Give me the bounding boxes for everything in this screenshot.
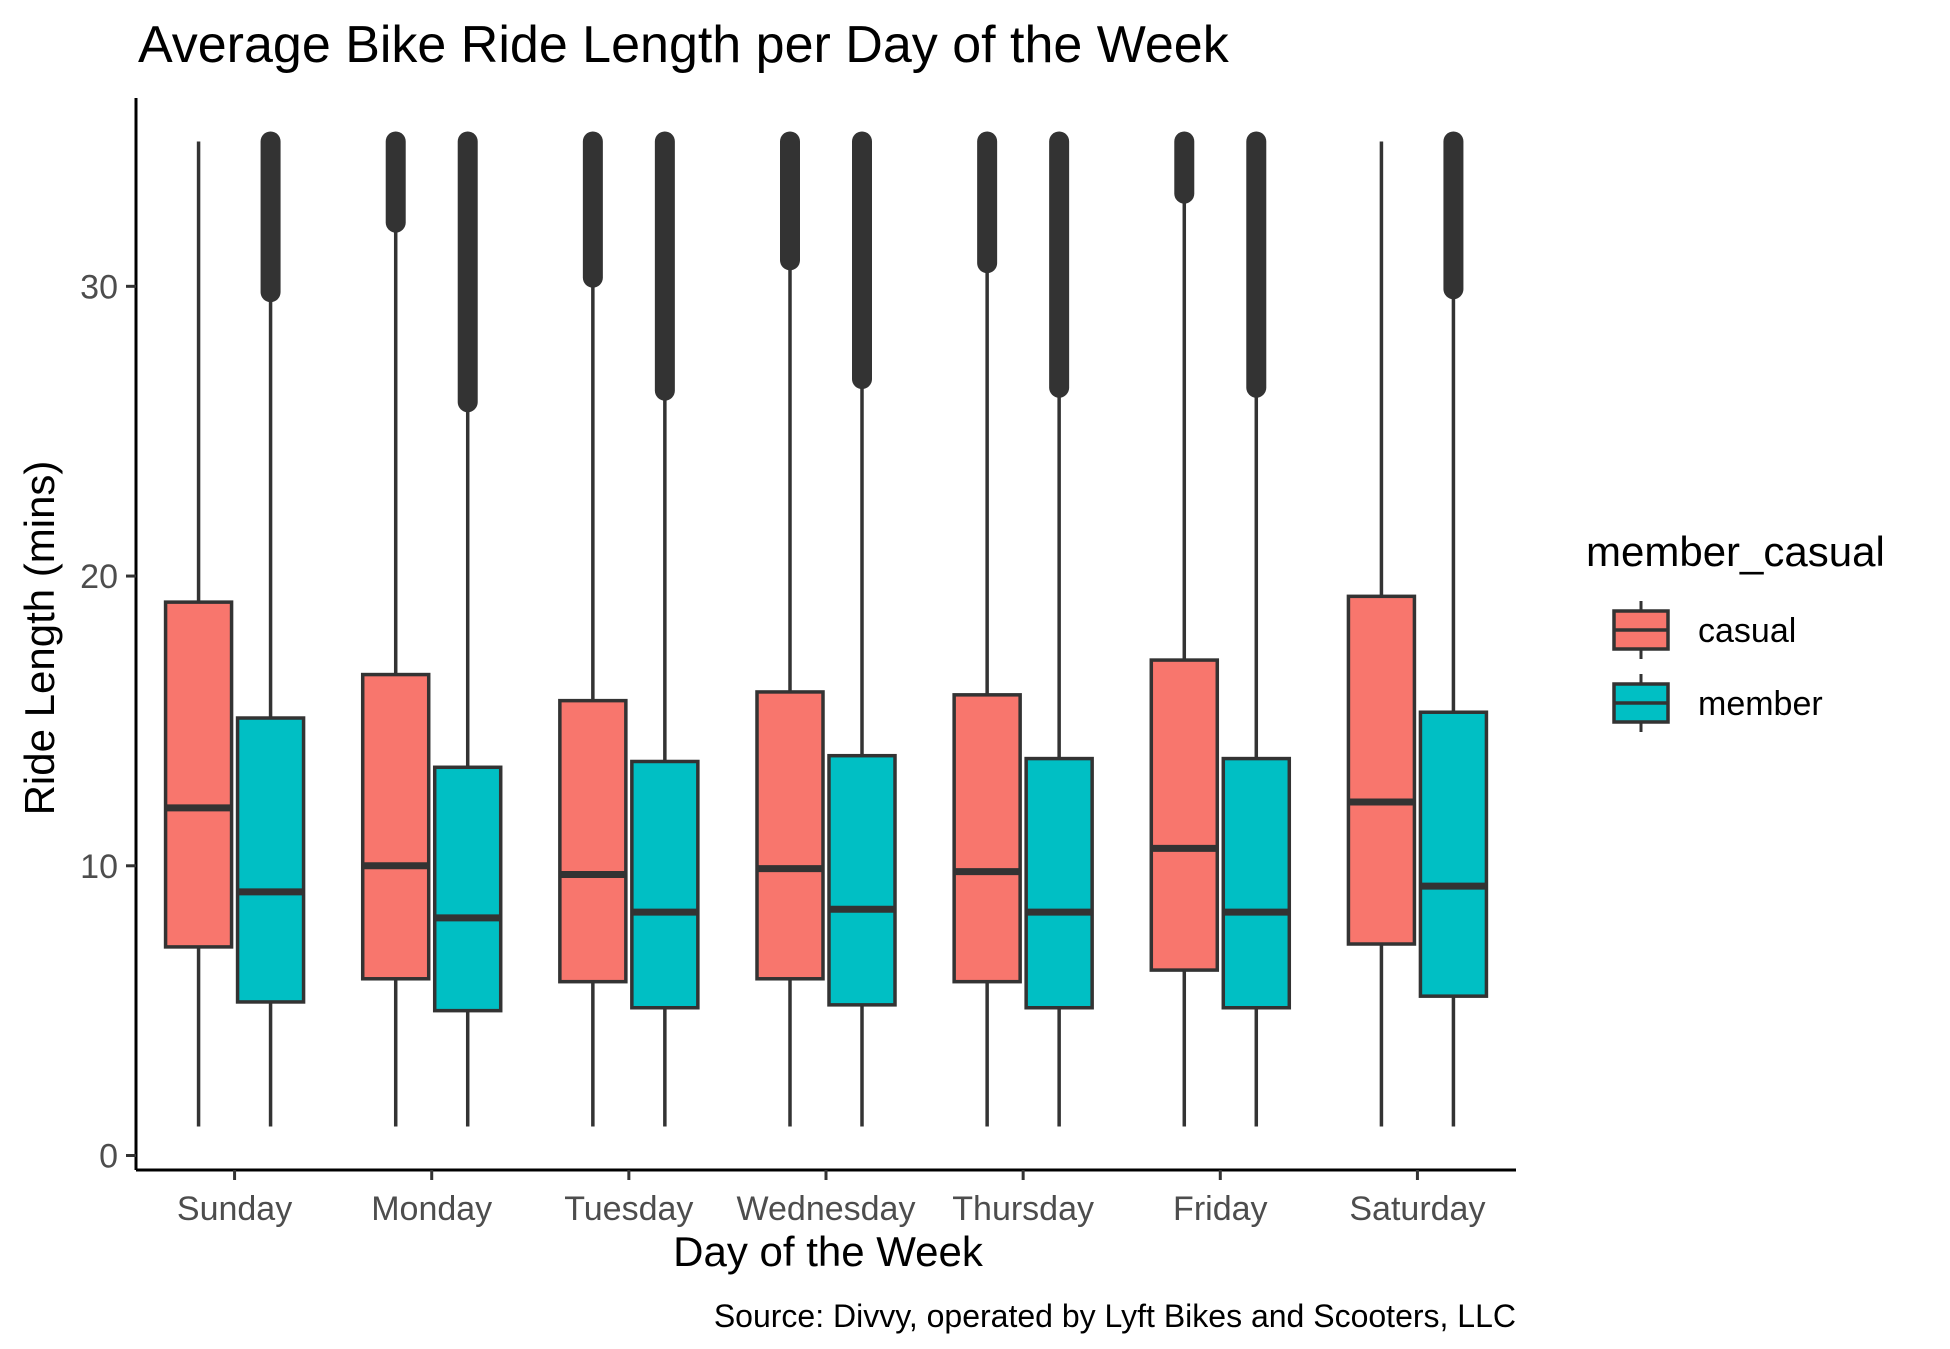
x-tick-label: Tuesday [564, 1190, 693, 1228]
iqr-box [235, 716, 306, 1004]
iqr-box [1346, 594, 1417, 946]
box-casual-thursday [952, 131, 1022, 1127]
box-member-tuesday [630, 131, 700, 1127]
iqr-box [163, 600, 234, 949]
box-member-friday [1221, 131, 1292, 1127]
legend-item-casual: casual [1612, 601, 1796, 659]
legend-label-casual: casual [1698, 612, 1796, 650]
y-tick-label: 30 [80, 268, 118, 306]
x-tick-label: Friday [1173, 1190, 1267, 1228]
iqr-box [630, 759, 700, 1010]
box-casual-tuesday [558, 131, 628, 1127]
legend-label-member: member [1698, 685, 1823, 723]
iqr-box [360, 672, 431, 981]
y-axis-title: Ride Length (mins) [16, 461, 63, 816]
iqr-box [558, 698, 628, 984]
iqr-box [952, 693, 1022, 984]
chart-caption: Source: Divvy, operated by Lyft Bikes an… [714, 1298, 1516, 1334]
legend-title: member_casual [1586, 528, 1885, 575]
iqr-box [1024, 756, 1094, 1010]
iqr-box [1149, 658, 1220, 972]
chart-title: Average Bike Ride Length per Day of the … [138, 16, 1230, 74]
x-axis-title: Day of the Week [673, 1228, 984, 1275]
x-tick-label: Thursday [952, 1190, 1094, 1228]
iqr-box [1418, 710, 1489, 998]
y-tick-label: 10 [80, 848, 118, 886]
legend-item-member: member [1612, 674, 1823, 732]
x-tick-label: Saturday [1349, 1190, 1485, 1228]
box-member-sunday [235, 131, 306, 1127]
box-member-monday [432, 131, 503, 1127]
box-casual-wednesday [755, 131, 825, 1127]
box-casual-friday [1149, 131, 1220, 1127]
box-member-saturday [1418, 131, 1489, 1127]
iqr-box [432, 765, 503, 1013]
axes: 0 10 20 30 Sunday Monday Tuesday Wednesday Thurs… [80, 98, 1516, 1228]
box-casual-monday [360, 131, 431, 1127]
plot-area [163, 131, 1489, 1127]
y-tick-label: 20 [80, 558, 118, 596]
iqr-box [827, 753, 897, 1007]
box-casual-saturday [1346, 141, 1417, 1127]
box-member-wednesday [827, 131, 897, 1127]
iqr-box [1221, 756, 1292, 1010]
box-casual-sunday [163, 141, 234, 1127]
box-member-thursday [1024, 131, 1094, 1127]
x-tick-label: Sunday [177, 1190, 292, 1228]
legend: member_casual casual member [1586, 528, 1885, 732]
x-tick-label: Monday [371, 1190, 492, 1228]
x-tick-label: Wednesday [737, 1190, 916, 1228]
y-tick-label: 0 [99, 1138, 118, 1176]
iqr-box [755, 690, 825, 981]
